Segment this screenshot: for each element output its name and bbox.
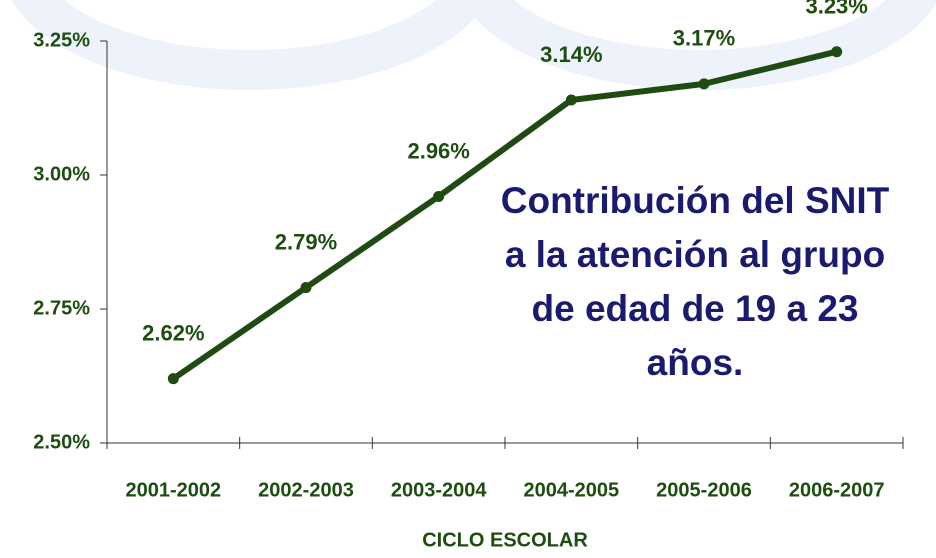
- x-tick-label: 2006-2007: [789, 479, 885, 501]
- x-tick-label: 2001-2002: [126, 479, 222, 501]
- x-axis-label: CICLO ESCOLAR: [422, 529, 588, 551]
- y-tick-label: 2.75%: [33, 297, 90, 319]
- data-label: 3.14%: [540, 42, 602, 67]
- data-label: 3.17%: [673, 26, 735, 51]
- x-tick-label: 2004-2005: [524, 479, 620, 501]
- annotation: a la atención al grupo: [505, 234, 885, 275]
- x-tick-label: 2002-2003: [258, 479, 354, 501]
- annotation: años.: [647, 342, 744, 383]
- series-line: [171, 48, 838, 382]
- x-tick-label: 2005-2006: [656, 479, 752, 501]
- y-tick-label: 2.50%: [33, 431, 90, 453]
- data-point: [167, 373, 179, 385]
- data-point: [433, 190, 445, 202]
- y-tick-label: 3.25%: [33, 29, 90, 51]
- data-point: [831, 46, 843, 58]
- data-point: [698, 78, 710, 90]
- data-point: [565, 94, 577, 106]
- x-tick-label: 2003-2004: [391, 479, 488, 501]
- data-point: [300, 282, 312, 294]
- data-label: 3.23%: [805, 0, 867, 19]
- y-tick-label: 3.00%: [33, 163, 90, 185]
- data-label: 2.79%: [275, 229, 337, 254]
- data-label: 2.62%: [142, 320, 204, 345]
- annotation: de edad de 19 a 23: [531, 288, 858, 329]
- watermark: [11, 0, 936, 90]
- annotation: Contribución del SNIT: [501, 180, 890, 221]
- data-label: 2.96%: [407, 138, 469, 163]
